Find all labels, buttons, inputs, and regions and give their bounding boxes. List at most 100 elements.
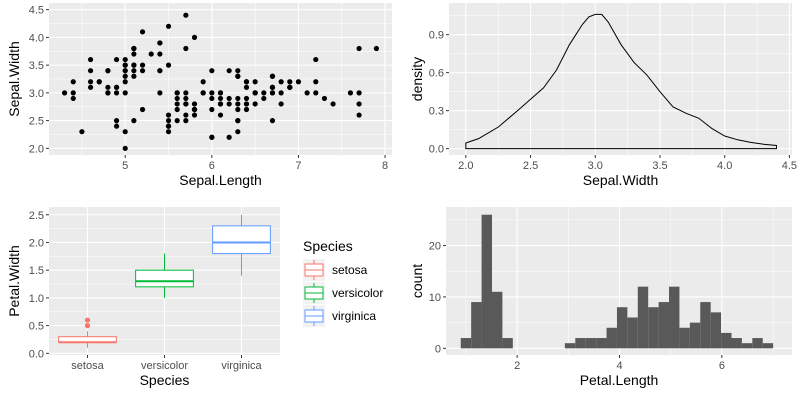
scatter-point xyxy=(252,90,258,96)
histogram-bar xyxy=(637,286,649,349)
x-tick-label: 4.5 xyxy=(782,160,797,172)
panel-4: 0 10 20 2 4 6 Petal.Length count xyxy=(409,207,792,388)
scatter-point xyxy=(113,56,120,63)
scatter-point xyxy=(183,118,189,124)
y-tick-label: 1.0 xyxy=(29,293,44,305)
x-tick-label: 7 xyxy=(295,160,301,172)
scatter-point xyxy=(356,45,362,52)
scatter-point xyxy=(373,45,380,52)
histogram-bar xyxy=(596,338,607,349)
histogram-bar xyxy=(564,343,576,349)
y-tick-label: 2.5 xyxy=(29,210,44,222)
histogram-bar xyxy=(700,302,711,349)
y-axis-title: count xyxy=(409,264,425,298)
scatter-point xyxy=(165,123,172,129)
scatter-point xyxy=(269,84,276,90)
scatter-point xyxy=(243,106,250,113)
scatter-point xyxy=(269,73,276,79)
scatter-point xyxy=(174,95,180,102)
scatter-point xyxy=(252,79,258,85)
y-tick-label: 2.0 xyxy=(29,237,44,249)
histogram-bar xyxy=(471,302,482,349)
scatter-point xyxy=(243,101,250,107)
scatter-point xyxy=(252,101,258,107)
histogram-bar xyxy=(616,307,628,349)
scatter-point xyxy=(321,95,328,102)
scatter-point xyxy=(122,68,128,74)
y-tick-label: 2.5 xyxy=(29,116,44,128)
scatter-point xyxy=(243,79,250,85)
scatter-point xyxy=(243,84,250,90)
scatter-point xyxy=(200,79,206,85)
scatter-point xyxy=(235,68,241,74)
y-tick-label: 4.5 xyxy=(29,5,44,17)
y-tick-label: 1.5 xyxy=(29,265,44,277)
x-axis-title: Sepal.Width xyxy=(583,172,658,188)
scatter-point xyxy=(235,95,241,102)
box-setosa xyxy=(58,317,117,348)
y-axis-title: Sepal.Width xyxy=(6,41,22,116)
scatter-point xyxy=(87,84,94,90)
scatter-point xyxy=(209,68,215,74)
y-axis-title: density xyxy=(409,57,425,101)
x-axis-title: Petal.Length xyxy=(580,372,659,388)
histogram-bar xyxy=(648,307,659,349)
scatter-point xyxy=(261,95,267,102)
scatter-point xyxy=(70,95,76,102)
scatter-point xyxy=(235,129,241,135)
scatter-point xyxy=(261,90,267,96)
scatter-point xyxy=(217,112,224,118)
histogram-bar xyxy=(606,327,617,349)
box-body xyxy=(135,269,194,288)
scatter-point xyxy=(139,106,146,113)
scatter-point xyxy=(356,101,362,107)
scatter-point xyxy=(113,84,120,90)
y-tick-label: 4.0 xyxy=(29,32,44,44)
histogram-bar xyxy=(491,291,503,349)
scatter-point xyxy=(157,51,163,57)
legend-label: versicolor xyxy=(332,286,383,300)
histogram-bar xyxy=(741,343,753,349)
histogram-bar xyxy=(721,332,732,349)
histogram-bar xyxy=(460,338,472,349)
histogram-bar xyxy=(689,322,701,349)
panel-3: 0.0 0.5 1.0 1.5 2.0 2.5 setosa versicolor virgin… xyxy=(6,207,383,388)
scatter-point xyxy=(209,106,215,113)
scatter-point xyxy=(113,90,120,96)
x-axis-title: Species xyxy=(140,372,190,388)
scatter-point xyxy=(313,90,319,96)
legend-title: Species xyxy=(303,238,353,254)
scatter-point xyxy=(200,90,206,96)
scatter-point xyxy=(131,62,137,68)
scatter-point xyxy=(87,56,94,63)
histogram-bar xyxy=(481,214,492,349)
y-tick-label: 0.5 xyxy=(29,321,44,333)
scatter-point xyxy=(191,106,198,113)
scatter-point xyxy=(235,118,241,124)
scatter-point xyxy=(183,90,189,96)
histogram-bar xyxy=(502,338,513,349)
y-tick-label: 0.3 xyxy=(429,106,444,118)
scatter-point xyxy=(330,101,336,107)
histogram-bar xyxy=(585,338,597,349)
scatter-point xyxy=(113,118,120,124)
box-virginica xyxy=(212,214,271,276)
x-tick-label: 6 xyxy=(719,360,725,372)
scatter-point xyxy=(191,112,198,118)
scatter-point xyxy=(139,68,146,74)
histogram-bar xyxy=(575,338,586,349)
scatter-point xyxy=(157,68,163,74)
scatter-point xyxy=(61,90,68,96)
histogram-bar xyxy=(752,338,763,349)
scatter-point xyxy=(105,90,111,96)
scatter-point xyxy=(278,79,284,85)
x-tick-label: 4.0 xyxy=(717,160,732,172)
scatter-point xyxy=(131,73,137,79)
scatter-point xyxy=(148,51,154,57)
density-curve xyxy=(465,13,777,150)
scatter-point xyxy=(157,40,163,46)
histogram-bar xyxy=(731,338,742,349)
scatter-point xyxy=(313,79,319,85)
y-tick-label: 0.6 xyxy=(429,68,444,80)
